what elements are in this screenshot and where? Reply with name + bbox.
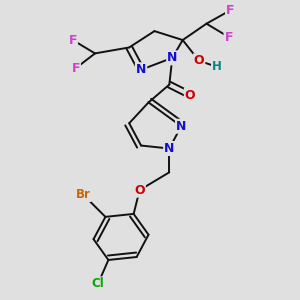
Text: H: H xyxy=(212,60,222,73)
Text: F: F xyxy=(226,4,235,17)
Text: N: N xyxy=(167,51,178,64)
Text: N: N xyxy=(176,120,186,133)
Text: O: O xyxy=(194,54,204,67)
Text: Br: Br xyxy=(76,188,91,201)
Text: F: F xyxy=(71,62,80,75)
Text: O: O xyxy=(134,184,145,196)
Text: F: F xyxy=(68,34,77,46)
Text: Cl: Cl xyxy=(92,277,104,290)
Text: N: N xyxy=(136,63,146,76)
Text: F: F xyxy=(224,31,233,44)
Text: N: N xyxy=(164,142,175,155)
Text: O: O xyxy=(185,88,195,101)
